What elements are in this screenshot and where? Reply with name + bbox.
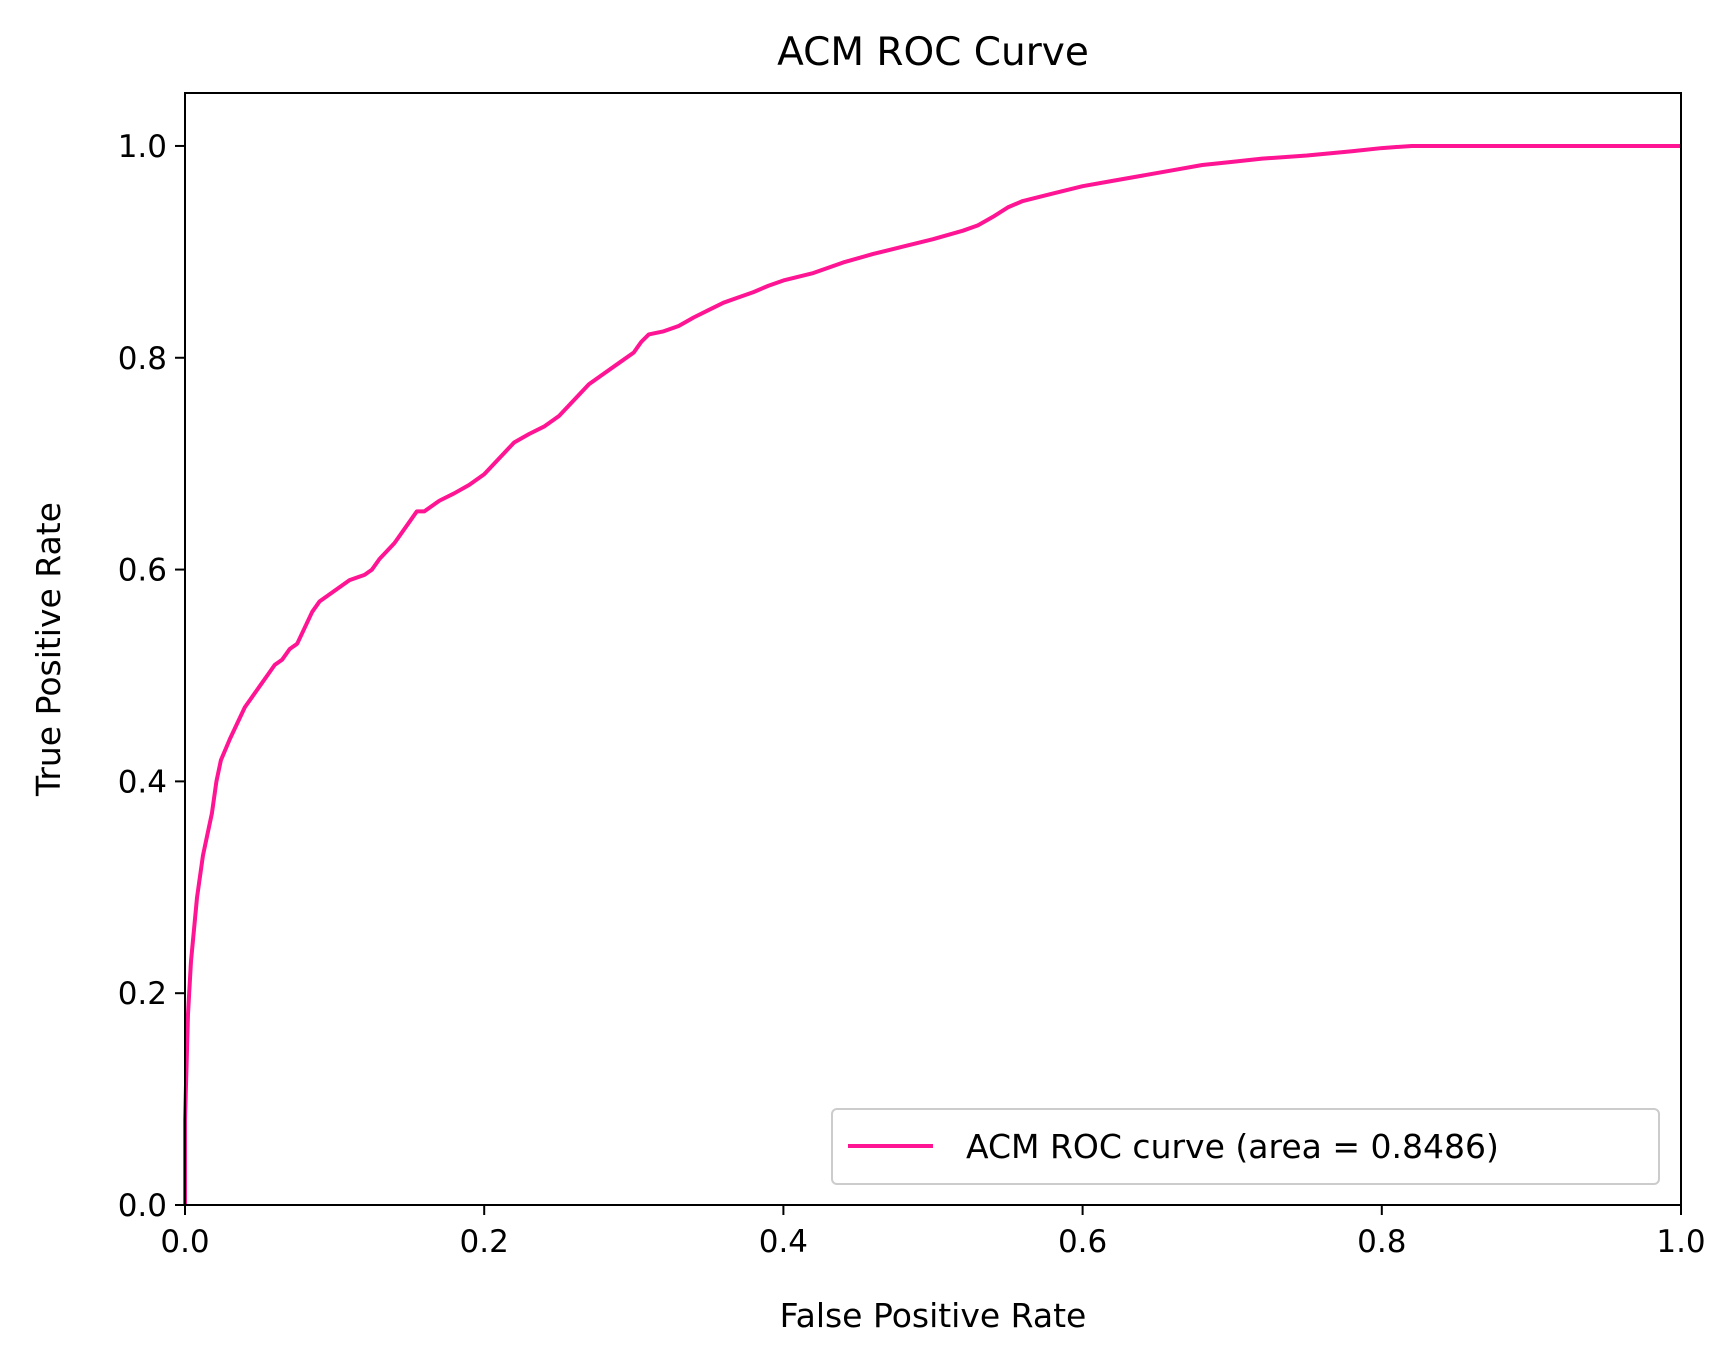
roc-curve-line bbox=[183, 143, 1681, 1205]
x-tick-label: 0.0 bbox=[160, 1224, 209, 1260]
axis-ticks: 0.0 0.2 0.4 0.6 0.8 1.0 0.0 0.2 0.4 0.6 0.8 1.0 bbox=[118, 129, 1706, 1260]
x-tick-label: 0.8 bbox=[1357, 1224, 1406, 1260]
y-tick-label: 0.8 bbox=[118, 341, 167, 377]
y-tick-label: 1.0 bbox=[118, 129, 167, 165]
y-tick-label: 0.2 bbox=[118, 976, 167, 1012]
legend-label: ACM ROC curve (area = 0.8486) bbox=[966, 1127, 1499, 1166]
chart-title: ACM ROC Curve bbox=[777, 30, 1089, 75]
x-tick-label: 1.0 bbox=[1656, 1224, 1705, 1260]
plot-frame bbox=[184, 92, 1682, 1206]
x-tick-label: 0.6 bbox=[1058, 1224, 1107, 1260]
x-axis-label: False Positive Rate bbox=[780, 1296, 1087, 1335]
y-tick-label: 0.4 bbox=[118, 764, 167, 800]
plot-area bbox=[183, 143, 1681, 1205]
legend: ACM ROC curve (area = 0.8486) bbox=[831, 1108, 1660, 1185]
y-tick-label: 0.6 bbox=[118, 553, 167, 589]
x-tick-label: 0.4 bbox=[759, 1224, 808, 1260]
x-tick-label: 0.2 bbox=[460, 1224, 509, 1260]
y-tick-label: 0.0 bbox=[118, 1188, 167, 1224]
legend-box bbox=[831, 1108, 1660, 1185]
y-axis-label: True Positive Rate bbox=[29, 502, 68, 797]
